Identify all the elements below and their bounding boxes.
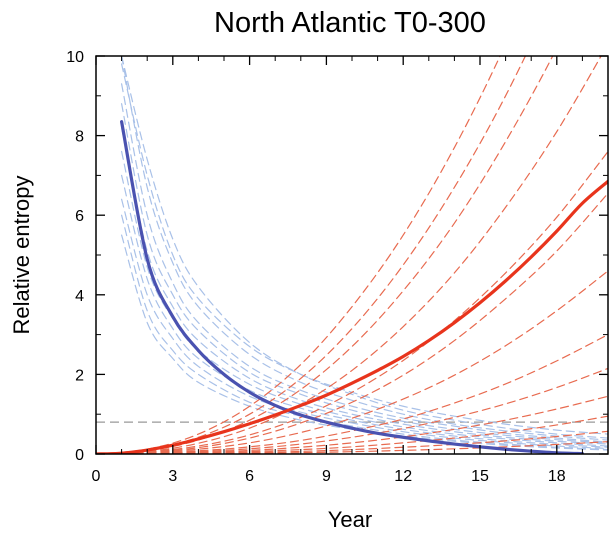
series-line-red-members-14 bbox=[96, 56, 527, 454]
x-tick-label: 15 bbox=[471, 468, 489, 485]
series-line-red-members-20 bbox=[96, 334, 608, 454]
series-line-blue-members-8 bbox=[121, 174, 608, 448]
y-tick-label: 4 bbox=[75, 288, 84, 305]
x-tick-label: 0 bbox=[92, 468, 101, 485]
series-line-blue-members-4 bbox=[121, 83, 608, 443]
series-line-blue-members-11 bbox=[121, 234, 608, 451]
x-tick-label: 12 bbox=[394, 468, 412, 485]
series-line-red-main-1 bbox=[96, 179, 608, 454]
chart-title: North Atlantic T0-300 bbox=[214, 7, 486, 39]
x-tick-label: 3 bbox=[168, 468, 177, 485]
series-line-red-members-15 bbox=[96, 56, 554, 454]
series-line-blue-members-9 bbox=[121, 198, 608, 450]
y-axis-title: Relative entropy bbox=[9, 176, 34, 335]
series-line-red-members-13 bbox=[96, 56, 501, 454]
axis-layer: 0 3 6 9 12 15 18 0 2 4 6 8 10 bbox=[66, 49, 609, 485]
series-line-red-members-21 bbox=[96, 367, 608, 454]
x-tick-label: 6 bbox=[245, 468, 254, 485]
series-line-blue-members-7 bbox=[121, 150, 608, 447]
y-tick-label: 10 bbox=[66, 49, 84, 66]
series-line-red-members-19 bbox=[96, 270, 608, 454]
series-line-blue-main-0 bbox=[120, 120, 584, 454]
series-line-blue-members-2 bbox=[121, 56, 608, 439]
series-line-red-members-17 bbox=[96, 150, 608, 454]
x-axis-title: Year bbox=[328, 507, 372, 532]
y-tick-label: 8 bbox=[75, 129, 84, 146]
series-line-blue-members-5 bbox=[121, 103, 608, 444]
series-line-red-members-16 bbox=[96, 56, 602, 454]
y-tick-label: 2 bbox=[75, 367, 84, 384]
series-layer bbox=[96, 56, 608, 454]
series-line-blue-members-3 bbox=[121, 56, 608, 441]
series-line-red-members-18 bbox=[96, 192, 608, 454]
y-tick-label: 0 bbox=[75, 447, 84, 464]
x-tick-label: 18 bbox=[548, 468, 566, 485]
series-line-blue-members-6 bbox=[121, 127, 608, 445]
series-line-blue-members-12 bbox=[121, 63, 608, 435]
y-tick-label: 6 bbox=[75, 208, 84, 225]
x-tick-label: 9 bbox=[322, 468, 331, 485]
